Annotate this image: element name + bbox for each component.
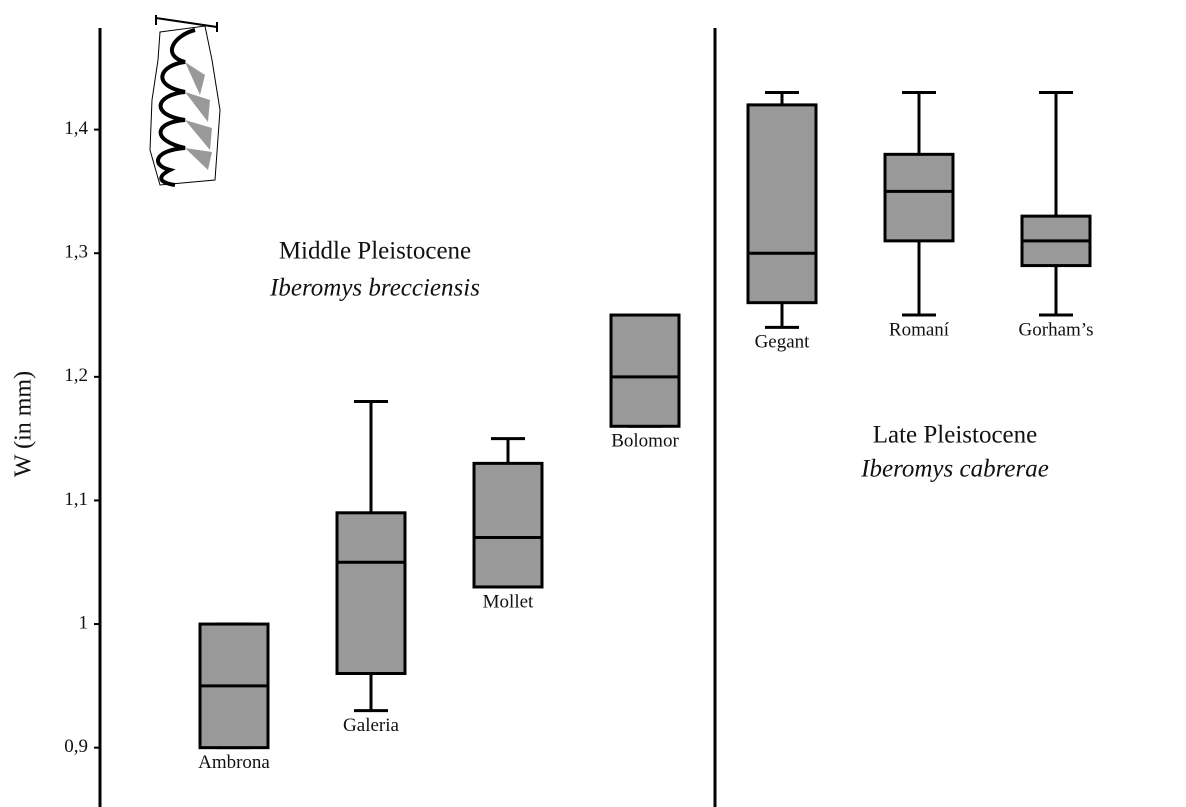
annotation: Late Pleistocene	[873, 422, 1038, 449]
chart: W (in mm) 0,9 1 1,1 1,2 1,3 1,4 Ambrona Galeria…	[0, 0, 1186, 807]
y-tick-label: 1	[79, 612, 89, 633]
category-label: Ambrona	[198, 752, 270, 773]
box	[611, 315, 679, 426]
category-label: Mollet	[483, 591, 534, 612]
category-label: Galeria	[343, 715, 399, 736]
box	[337, 513, 405, 674]
box	[885, 154, 953, 241]
box	[474, 463, 542, 587]
annotation: Iberomys cabrerae	[860, 456, 1049, 483]
category-label: Gegant	[755, 332, 811, 353]
box	[748, 105, 816, 303]
category-label: Romaní	[889, 319, 950, 340]
y-tick-label: 1,2	[64, 365, 88, 386]
category-label: Bolomor	[611, 431, 679, 452]
y-axis-label: W (in mm)	[11, 371, 37, 477]
annotation: Middle Pleistocene	[279, 238, 471, 265]
annotation: Iberomys brecciensis	[269, 275, 480, 302]
page: W (in mm) 0,9 1 1,1 1,2 1,3 1,4 Ambrona Galeria…	[0, 0, 1186, 807]
y-tick-label: 1,3	[64, 242, 88, 263]
tooth-icon	[150, 15, 220, 185]
y-tick-label: 1,1	[64, 489, 88, 510]
y-tick-label: 0,9	[64, 736, 88, 757]
y-tick-label: 1,4	[64, 118, 88, 139]
category-label: Gorham’s	[1019, 319, 1094, 340]
